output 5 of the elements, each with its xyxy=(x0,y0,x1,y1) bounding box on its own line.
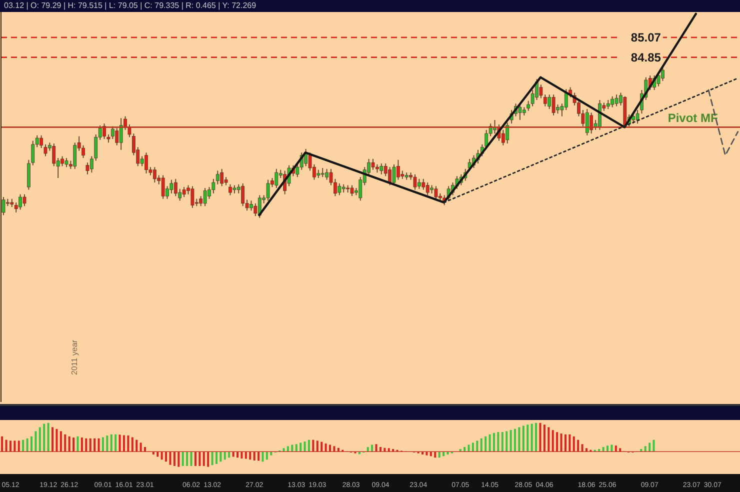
ref-line-label: Pivot MF xyxy=(668,111,718,126)
ref-line-label: 85.07 xyxy=(630,30,662,44)
text: 03.12 | O: 79.29 | H: 79.515 | L: 79.05 | C: 79.335 | R: 0.465 | Y: 72.269 xyxy=(4,0,256,12)
ref-line-label: 84.85 xyxy=(630,50,662,64)
annotation: 2011 year xyxy=(70,340,79,375)
